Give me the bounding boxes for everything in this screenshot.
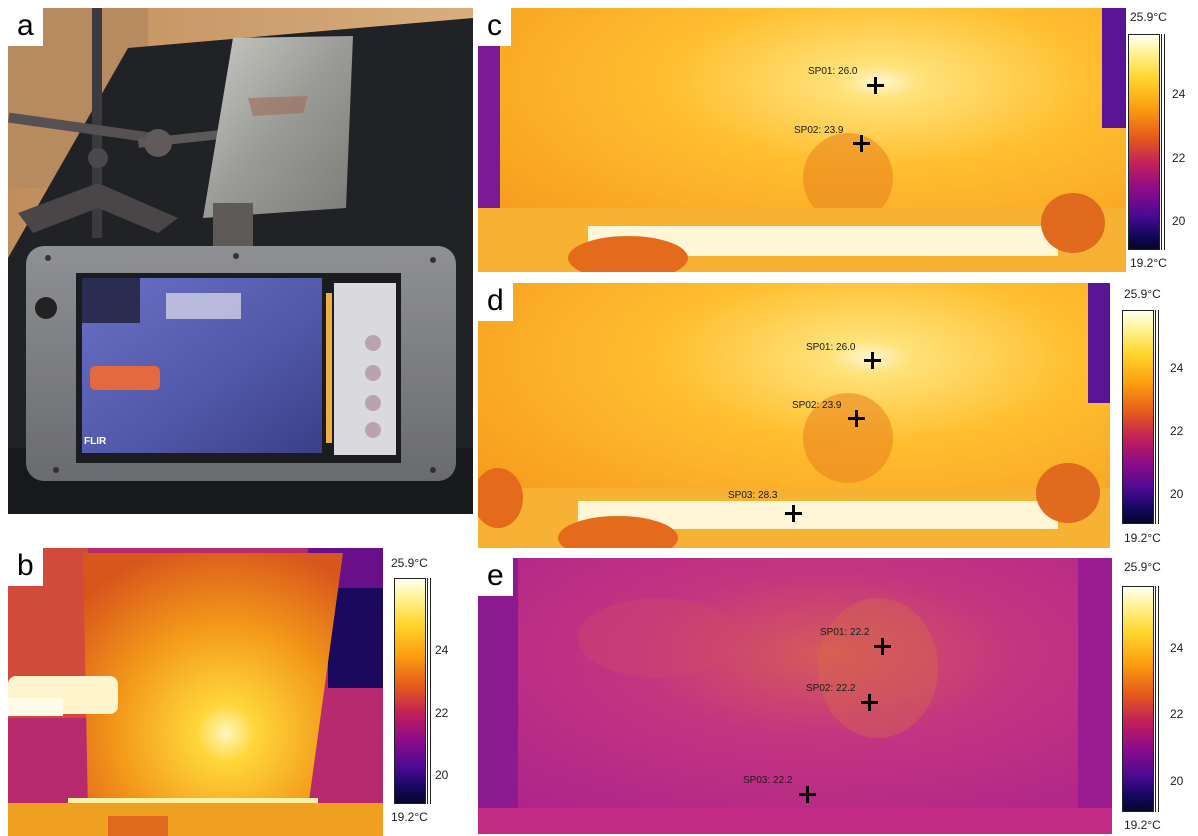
spot-label-sp02-c: SP02: 23.9	[794, 125, 844, 136]
scale-tick-20-e: 20	[1170, 774, 1184, 788]
crosshair-sp03-e	[799, 786, 816, 803]
spot-label-sp02-e: SP02: 22.2	[806, 683, 856, 694]
thermal-image-b	[8, 548, 383, 836]
scale-tick-22-e: 22	[1170, 707, 1184, 721]
panel-c-letter: c	[478, 8, 511, 46]
scale-max-c: 25.9°C	[1130, 10, 1167, 24]
temperature-scale-e: 25.9°C 24 22 20 19.2°C	[1112, 558, 1184, 834]
panel-b-thermal: b	[8, 548, 383, 836]
panel-e-thermal: e SP01: 22.2 SP02: 22.2 SP03: 22.2	[478, 558, 1112, 834]
scale-tick-20-c: 20	[1172, 214, 1186, 228]
crosshair-sp03-d	[785, 505, 802, 522]
scale-max-b: 25.9°C	[391, 556, 428, 570]
scale-tick-22-c: 22	[1172, 151, 1186, 165]
spot-label-sp01-c: SP01: 26.0	[808, 66, 858, 77]
scale-min-d: 19.2°C	[1124, 531, 1161, 545]
scale-max-e: 25.9°C	[1124, 560, 1161, 574]
scale-min-c: 19.2°C	[1130, 256, 1167, 270]
crosshair-sp01-c	[867, 77, 884, 94]
scale-tick-24-c: 24	[1172, 87, 1186, 101]
temperature-scale-d: 25.9°C 24 22 20 19.2°C	[1112, 283, 1184, 548]
scale-tick-24-e: 24	[1170, 641, 1184, 655]
crosshair-sp02-d	[848, 410, 865, 427]
scale-tick-22-b: 22	[435, 706, 449, 720]
spot-label-sp01-d: SP01: 26.0	[806, 342, 856, 353]
thermal-image-e	[478, 558, 1112, 834]
crosshair-sp02-c	[853, 135, 870, 152]
scale-min-e: 19.2°C	[1124, 818, 1161, 832]
crosshair-sp02-e	[861, 694, 878, 711]
crosshair-sp01-e	[874, 638, 891, 655]
panel-b-letter: b	[8, 548, 43, 586]
setup-photo: FLIR	[8, 8, 473, 514]
color-bar-e	[1122, 586, 1154, 812]
scale-tick-24-b: 24	[435, 643, 449, 657]
color-bar-d	[1122, 310, 1154, 524]
temperature-scale-b: 25.9°C 24 22 20 19.2°C	[383, 556, 453, 836]
spot-label-sp03-e: SP03: 22.2	[743, 775, 793, 786]
scale-tick-24-d: 24	[1170, 361, 1184, 375]
panel-e-letter: e	[478, 558, 513, 596]
spot-label-sp03-d: SP03: 28.3	[728, 490, 778, 501]
panel-a-letter: a	[8, 8, 43, 46]
scale-tick-20-b: 20	[435, 768, 449, 782]
scale-min-b: 19.2°C	[391, 810, 428, 824]
crosshair-sp01-d	[864, 352, 881, 369]
panel-c-thermal: c SP01: 26.0 SP02: 23.9	[478, 8, 1126, 272]
thermal-image-c	[478, 8, 1126, 272]
color-bar-c	[1128, 34, 1160, 250]
panel-d-letter: d	[478, 283, 513, 321]
temperature-scale-c: 25.9°C 24 22 20 19.2°C	[1126, 8, 1196, 272]
flir-logo: FLIR	[84, 436, 107, 447]
panel-a-photo: FLIR a	[8, 8, 473, 514]
scale-tick-22-d: 22	[1170, 424, 1184, 438]
scale-max-d: 25.9°C	[1124, 287, 1161, 301]
spot-label-sp01-e: SP01: 22.2	[820, 627, 870, 638]
spot-label-sp02-d: SP02: 23.9	[792, 400, 842, 411]
thermal-image-d	[478, 283, 1110, 548]
panel-d-thermal: d SP01: 26.0 SP02: 23.9 SP03: 28.3	[478, 283, 1110, 548]
color-bar-b	[394, 578, 426, 804]
scale-tick-20-d: 20	[1170, 487, 1184, 501]
